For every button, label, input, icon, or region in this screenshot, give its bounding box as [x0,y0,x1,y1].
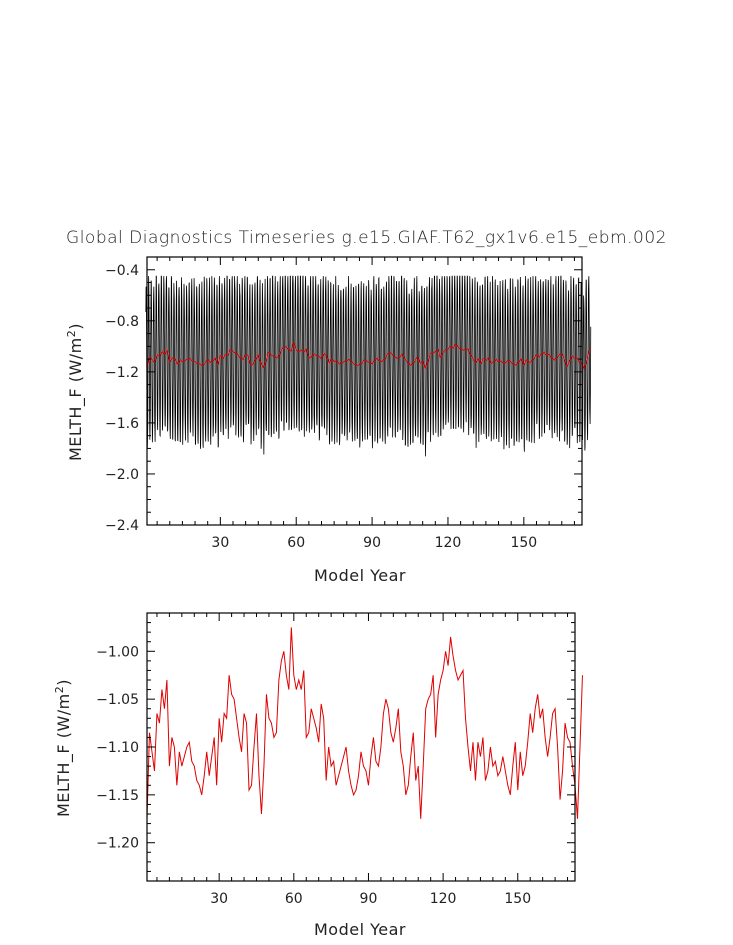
y-tick-label: −1.10 [96,740,139,756]
page-title: Global Diagnostics Timeseries g.e15.GIAF… [66,228,667,248]
y-tick-label: −2.0 [105,467,139,483]
axis-ticks [147,256,582,526]
axis-ticks [147,612,575,882]
y-tick-label: −1.2 [105,365,139,381]
y-tick-label: −1.20 [96,836,139,852]
x-tick-label: 60 [285,891,303,907]
y-tick-label: −1.00 [96,644,139,660]
y-tick-labels: −2.4 −2.0 −1.6 −1.2 −0.8 −0.4 [105,263,139,534]
x-tick-label: 120 [435,535,462,551]
x-axis-title: Model Year [314,566,406,585]
plot-area [145,275,592,457]
y-axis-title: MELTH_F (W/m2) [53,679,74,817]
y-tick-label: −1.6 [105,416,139,432]
y-tick-labels: −1.20 −1.15 −1.10 −1.05 −1.00 [96,644,139,851]
x-axis-title: Model Year [314,920,406,939]
series-line-monthly [145,275,592,457]
x-tick-label: 30 [211,535,229,551]
x-tick-label: 90 [360,891,378,907]
plot-area [146,627,583,819]
series-line-annual-mean [146,341,591,371]
chart-panel-monthly: −2.4 −2.0 −1.6 −1.2 −0.8 −0.4 30 60 90 120 150 Mo… [65,256,592,585]
series-line-annual-mean [146,627,583,819]
plot-frame [146,256,583,526]
x-tick-label: 30 [210,891,228,907]
x-tick-label: 120 [430,891,457,907]
x-tick-labels: 30 60 90 120 150 [210,891,531,907]
chart-panel-annual: −1.20 −1.15 −1.10 −1.05 −1.00 30 60 90 120 150 M… [53,612,583,939]
y-tick-label: −0.4 [105,263,139,279]
x-tick-labels: 30 60 90 120 150 [211,535,537,551]
x-tick-label: 150 [504,891,531,907]
y-tick-label: −1.05 [96,692,139,708]
y-tick-label: −0.8 [105,314,139,330]
y-tick-label: −1.15 [96,788,139,804]
y-axis-title: MELTH_F (W/m2) [65,323,86,461]
x-tick-label: 90 [363,535,381,551]
x-tick-label: 60 [287,535,305,551]
y-tick-label: −2.4 [105,518,139,534]
x-tick-label: 150 [510,535,537,551]
plot-frame [146,612,576,882]
